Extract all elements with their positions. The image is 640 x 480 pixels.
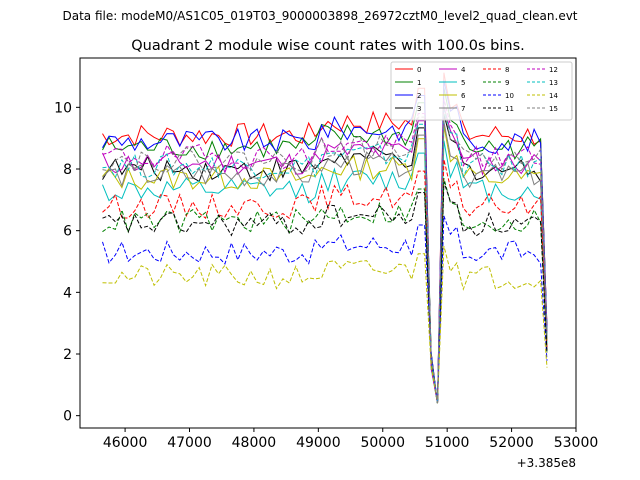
legend-label: 13 bbox=[549, 79, 558, 87]
x-tick-label: 50000 bbox=[360, 435, 405, 451]
legend-label: 0 bbox=[417, 66, 421, 74]
y-tick-label: 8 bbox=[63, 162, 72, 178]
legend-label: 9 bbox=[505, 79, 509, 87]
x-tick-label: 46000 bbox=[103, 435, 148, 451]
x-offset-label: +3.385e8 bbox=[517, 456, 576, 470]
series-line-2 bbox=[102, 80, 548, 404]
y-tick-label: 2 bbox=[63, 347, 72, 363]
legend-label: 3 bbox=[417, 105, 421, 113]
y-tick-label: 6 bbox=[63, 224, 72, 240]
legend-label: 8 bbox=[505, 66, 509, 74]
legend-label: 6 bbox=[461, 92, 466, 100]
x-tick-label: 53000 bbox=[554, 435, 599, 451]
legend-label: 5 bbox=[461, 79, 465, 87]
legend-box bbox=[390, 61, 573, 121]
legend-label: 11 bbox=[505, 105, 514, 113]
legend-label: 10 bbox=[505, 92, 514, 100]
series-line-12 bbox=[102, 98, 548, 404]
legend-label: 2 bbox=[417, 92, 421, 100]
chart-title: Quadrant 2 module wise count rates with … bbox=[131, 38, 525, 54]
x-tick-label: 52000 bbox=[489, 435, 534, 451]
series-line-10 bbox=[102, 215, 548, 404]
legend-label: 4 bbox=[461, 66, 466, 74]
series-line-14 bbox=[102, 245, 548, 404]
x-tick-label: 47000 bbox=[167, 435, 212, 451]
series-line-3 bbox=[102, 114, 548, 404]
legend-label: 1 bbox=[417, 79, 421, 87]
y-tick-label: 0 bbox=[63, 409, 72, 425]
series-line-15 bbox=[102, 102, 548, 404]
series-line-13 bbox=[102, 110, 548, 404]
suptitle: Data file: modeM0/AS1C05_019T03_90000038… bbox=[62, 9, 577, 23]
series-layer bbox=[102, 72, 548, 404]
series-line-6 bbox=[102, 125, 548, 404]
y-tick-label: 10 bbox=[54, 100, 72, 116]
series-line-8 bbox=[102, 159, 548, 404]
legend-label: 14 bbox=[549, 92, 558, 100]
x-tick-label: 51000 bbox=[425, 435, 470, 451]
plot-frame bbox=[79, 57, 577, 429]
series-line-7 bbox=[102, 121, 548, 404]
x-tick-label: 49000 bbox=[296, 435, 341, 451]
legend-label: 7 bbox=[461, 105, 465, 113]
x-tick-label: 48000 bbox=[232, 435, 277, 451]
series-line-11 bbox=[102, 181, 548, 404]
axes: 46000 47000 48000 49000 50000 51000 52000 53000… bbox=[54, 100, 598, 451]
legend-label: 15 bbox=[549, 105, 558, 113]
series-line-5 bbox=[102, 140, 548, 404]
y-tick-label: 4 bbox=[63, 285, 72, 301]
series-line-9 bbox=[102, 178, 548, 404]
legend-label: 12 bbox=[549, 66, 558, 74]
